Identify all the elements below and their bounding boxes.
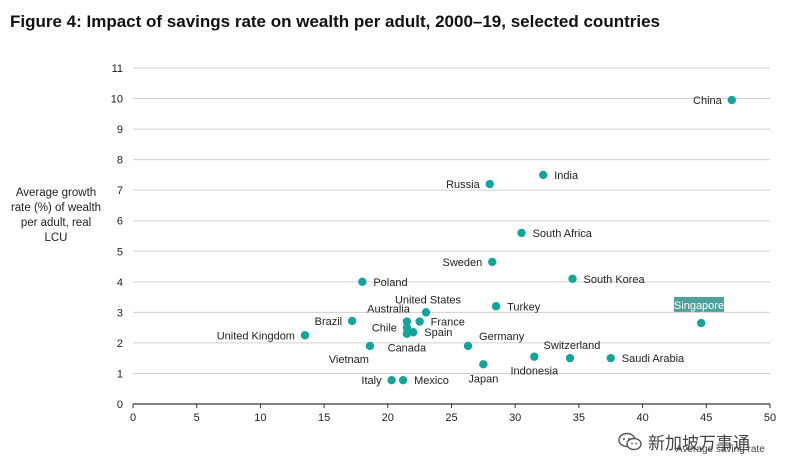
- data-point: [539, 170, 548, 180]
- point-label: Sweden: [443, 257, 483, 269]
- point-label: South Korea: [584, 274, 646, 286]
- point-label: Spain: [424, 327, 452, 339]
- x-tick-label: 50: [764, 412, 776, 424]
- point-label: France: [431, 317, 465, 329]
- y-axis-label: Average growth rate (%) of wealth per ad…: [10, 187, 102, 244]
- data-point: [727, 95, 736, 105]
- y-tick-label: 9: [117, 124, 123, 136]
- point-label: Italy: [361, 375, 382, 387]
- y-tick-label: 7: [117, 185, 123, 197]
- y-tick-label: 11: [112, 63, 123, 75]
- point-label: Japan: [468, 373, 498, 385]
- data-point: [347, 316, 357, 326]
- point-label: Mexico: [414, 375, 449, 387]
- data-point: [402, 317, 412, 326]
- point-label: Turkey: [507, 301, 541, 313]
- y-tick-label: 8: [117, 155, 123, 167]
- x-tick-label: 10: [254, 412, 266, 424]
- point-label: Singapore: [674, 300, 724, 312]
- data-point: [530, 352, 539, 361]
- data-point: [568, 274, 577, 283]
- data-point: [606, 353, 615, 363]
- x-tick-label: 0: [130, 412, 136, 424]
- point-label: Switzerland: [544, 340, 601, 352]
- y-tick-label: 2: [117, 338, 123, 350]
- x-tick-label: 5: [194, 412, 200, 424]
- data-point: [421, 308, 431, 317]
- point-label: United Kingdom: [217, 330, 295, 342]
- data-point: [463, 341, 473, 351]
- point-label: India: [554, 170, 579, 182]
- x-tick-label: 40: [636, 412, 648, 424]
- watermark: 新加坡万事通: [618, 429, 750, 454]
- data-point: [415, 317, 424, 326]
- data-point: [479, 360, 488, 369]
- point-label: Saudi Arabia: [622, 353, 685, 365]
- data-point: [387, 375, 396, 385]
- data-point: [402, 329, 412, 338]
- data-point: [517, 228, 526, 238]
- point-label: Australia: [367, 304, 411, 316]
- data-point: [358, 277, 367, 287]
- singapore-highlight: [674, 297, 724, 312]
- point-label: United States: [395, 294, 462, 306]
- x-tick-label: 45: [700, 412, 712, 424]
- x-axis-label: Average saving rate: [676, 444, 765, 455]
- y-tick-label: 3: [117, 307, 123, 319]
- point-label: South Africa: [533, 228, 593, 240]
- point-label: Canada: [388, 343, 427, 355]
- x-tick-label: 35: [573, 412, 585, 424]
- watermark-text: 新加坡万事通: [648, 434, 750, 453]
- point-label: Brazil: [315, 316, 343, 328]
- y-tick-label: 1: [117, 368, 123, 380]
- point-label: Indonesia: [510, 366, 559, 378]
- wechat-logo-icon: [618, 432, 642, 450]
- point-label: Germany: [479, 331, 525, 343]
- point-label: Vietnam: [329, 354, 369, 366]
- point-label: Chile: [372, 323, 397, 335]
- data-point: [565, 353, 575, 363]
- data-point: [697, 318, 706, 328]
- x-tick-label: 15: [318, 412, 330, 424]
- point-label: Poland: [373, 277, 407, 289]
- data-point: [402, 323, 412, 332]
- point-label: China: [693, 95, 723, 107]
- data-point: [409, 328, 418, 337]
- x-tick-label: 20: [382, 412, 394, 424]
- chart-title: Figure 4: Impact of savings rate on weal…: [10, 12, 660, 31]
- y-tick-label: 10: [111, 94, 123, 106]
- data-point: [300, 331, 310, 340]
- data-point: [491, 302, 501, 311]
- y-tick-label: 0: [117, 399, 123, 411]
- data-point: [365, 341, 375, 351]
- x-tick-label: 30: [509, 412, 521, 424]
- data-point: [488, 257, 497, 267]
- data-point: [398, 375, 408, 385]
- data-point: [485, 179, 494, 189]
- y-tick-label: 4: [117, 277, 123, 289]
- y-tick-label: 6: [117, 216, 123, 228]
- point-label: Russia: [446, 179, 481, 191]
- x-tick-label: 25: [445, 412, 457, 424]
- y-tick-label: 5: [117, 246, 123, 258]
